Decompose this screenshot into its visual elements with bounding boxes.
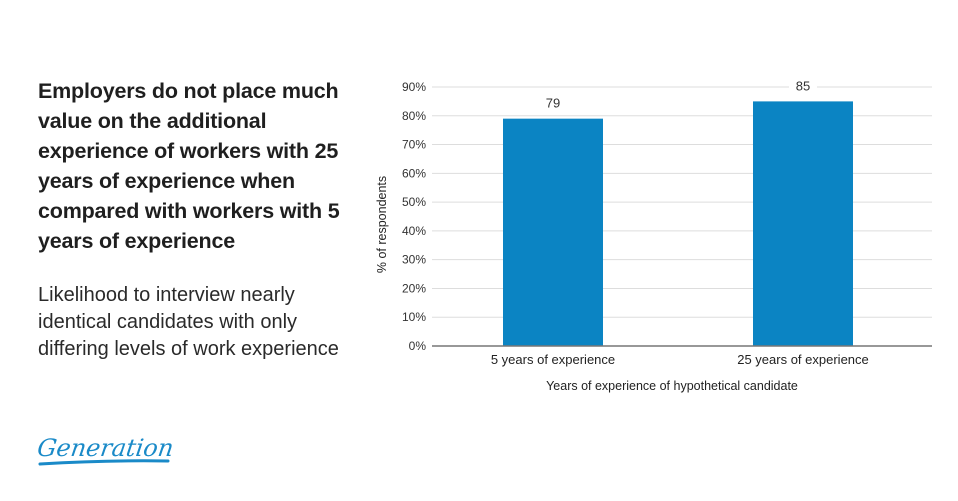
bars: [503, 101, 853, 347]
y-tick-label: 50%: [402, 195, 426, 209]
y-tick-label: 90%: [402, 80, 426, 94]
value-label-bg: [539, 94, 567, 111]
headline: Employers do not place much value on the…: [38, 79, 340, 253]
y-tick-label: 20%: [402, 281, 426, 295]
category-label: 25 years of experience: [737, 352, 869, 367]
y-tick-label: 10%: [402, 310, 426, 324]
y-axis-title: % of respondents: [375, 176, 389, 273]
y-tick-label: 40%: [402, 224, 426, 238]
logo-text: Generation: [38, 434, 175, 462]
bar: [503, 118, 603, 347]
y-tick-label: 60%: [402, 166, 426, 180]
logo-underline: [38, 459, 170, 466]
value-labels: 79 85: [539, 77, 817, 111]
value-label-bg: [789, 77, 817, 94]
generation-logo: Generation: [38, 434, 175, 466]
value-label: 85: [796, 78, 810, 93]
y-tick-label: 30%: [402, 253, 426, 267]
y-tick-labels: 0% 10% 20% 30% 40% 50% 60% 70% 80% 90%: [402, 80, 426, 353]
category-labels: 5 years of experience 25 years of experie…: [491, 352, 869, 367]
bar: [753, 101, 853, 346]
x-axis-title: Years of experience of hypothetical cand…: [546, 379, 798, 393]
y-tick-label: 0%: [409, 339, 427, 353]
bar-chart: 0% 10% 20% 30% 40% 50% 60% 70% 80% 90% 79 85 5 yea…: [375, 77, 932, 393]
y-tick-label: 70%: [402, 138, 426, 152]
value-label: 79: [546, 96, 560, 111]
y-tick-label: 80%: [402, 109, 426, 123]
category-label: 5 years of experience: [491, 352, 615, 367]
subtitle: Likelihood to interview nearly identical…: [38, 284, 339, 360]
